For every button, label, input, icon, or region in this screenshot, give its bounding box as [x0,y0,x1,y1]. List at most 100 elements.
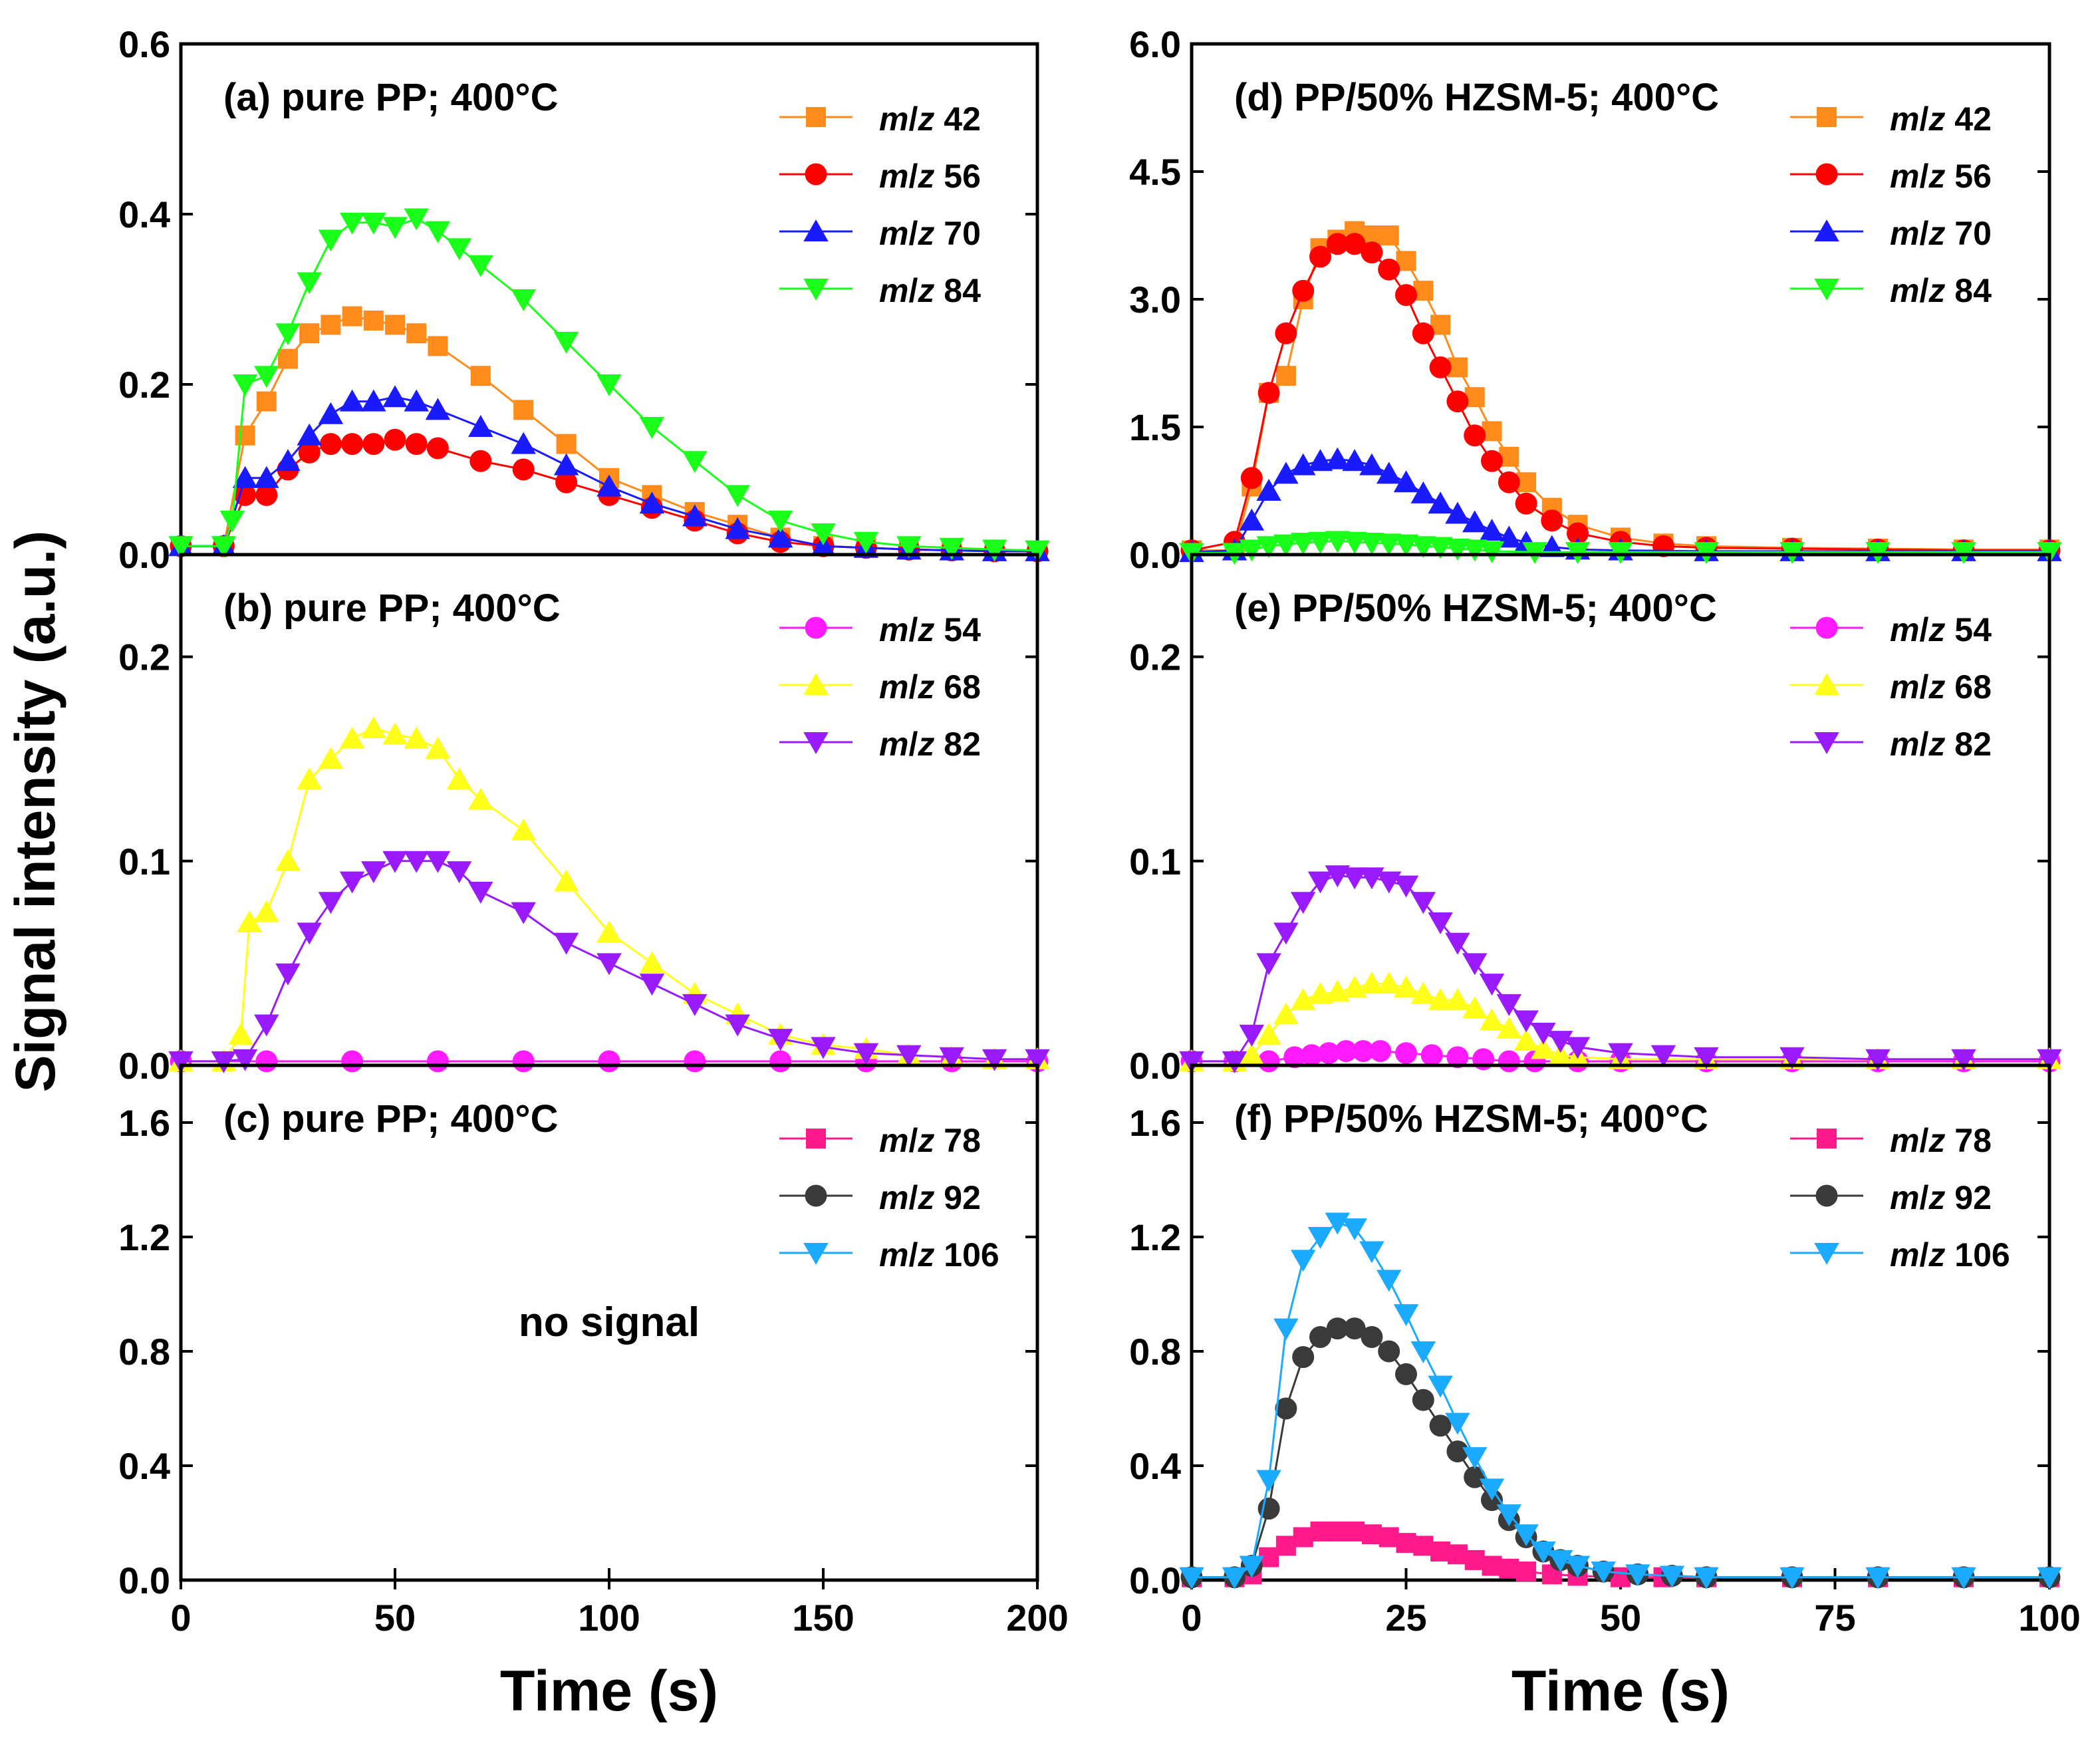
panel-d-ytick-label: 0.0 [1129,534,1181,576]
panel-d-point-84 [1479,541,1505,563]
panel-d-point-84 [1410,536,1436,559]
panel-f-xtick-label: 25 [1385,1597,1426,1639]
panel-f-point-92 [1429,1414,1452,1437]
panel-d-point-70 [1428,491,1453,514]
panel-a-legend-label-42: m/z 42 [879,100,981,138]
panel-a-ytick-label: 0.2 [118,364,170,406]
panel-c-legend-marker-92 [805,1184,827,1207]
panel-f-point-92 [1464,1466,1486,1488]
panel-f-point-78 [1293,1527,1313,1548]
panel-e-point-82 [1445,932,1470,955]
panel-e-point-82 [1256,953,1281,976]
panel-f-xtick-label: 50 [1600,1597,1641,1639]
panel-e-ytick-label: 0.0 [1129,1045,1181,1087]
panel-c-ytick-label: 1.6 [118,1102,170,1144]
panel-a-point-56 [362,433,385,456]
panel-b-legend-marker-82 [803,732,829,754]
panel-e-legend-label-68: m/z 68 [1890,668,1992,706]
panel-a-point-56 [512,458,535,481]
panel-e-point-82 [1479,974,1505,996]
panel-b-point-82 [896,1045,922,1067]
panel-e-point-82 [1393,875,1419,898]
panel-a-point-84 [339,212,365,235]
panel-d-point-84 [1428,537,1453,559]
panel-e-point-54 [1498,1050,1520,1073]
panel-e-point-68 [1290,988,1316,1010]
panel-e-legend-marker-68 [1814,673,1839,695]
panel-f-point-106 [1779,1567,1805,1589]
panel-d-point-70 [1410,481,1436,503]
panel-b-point-82 [232,1049,258,1071]
panel-d-series-line-56 [1191,243,2049,552]
panel-a-point-42 [556,434,577,454]
panel-b-point-82 [811,1037,836,1059]
panel-f-point-106 [1239,1555,1265,1578]
panel-b-point-82 [725,1014,750,1037]
panel-a-point-84 [511,289,536,311]
panel-e-ytick-label: 0.2 [1129,636,1181,678]
panel-e-point-82 [1650,1045,1676,1067]
panel-e-point-68 [1531,1037,1556,1059]
panel-d-point-84 [1376,533,1402,556]
panel-a-point-70 [511,432,536,454]
panel-c-title: (c) pure PP; 400°C [223,1097,558,1141]
panel-b-point-82 [168,1051,194,1073]
panel-d-point-56 [1412,322,1434,344]
panel-d-point-56 [1481,450,1503,472]
panel-a-point-84 [682,451,708,473]
panel-e-point-82 [1531,1022,1556,1045]
panel-e-point-68 [1307,982,1333,1004]
panel-e-point-68 [1496,1016,1522,1039]
panel-e-point-82 [1779,1047,1805,1069]
panel-e-point-82 [1694,1047,1719,1069]
panel-e-ytick-label: 0.1 [1129,841,1181,882]
panel-e-point-82 [1307,871,1333,894]
panel-b-legend-marker-68 [803,673,829,695]
panel-f-point-78 [1396,1533,1416,1553]
panel-d-point-56 [1429,356,1452,378]
panel-e-point-82 [1290,892,1316,914]
panel-a-point-56 [426,437,449,460]
panel-d-legend-marker-70 [1814,219,1839,241]
panel-e-point-82 [1179,1051,1204,1073]
panel-d-point-70 [1462,510,1488,533]
panel-a-point-56 [255,483,278,506]
panel-b-point-68 [511,818,536,841]
panel-c-ytick-label: 0.0 [118,1559,170,1601]
panel-d-point-56 [1240,467,1263,489]
panel-b-point-54 [684,1050,706,1073]
panel-f-legend-label-78: m/z 78 [1890,1122,1992,1159]
panel-a-point-70 [318,402,344,424]
panel-d-legend-label-56: m/z 56 [1890,158,1992,195]
panel-a-point-84 [275,323,301,346]
panel-d-legend-label-84: m/z 84 [1890,272,1992,309]
panel-f-xtick-label: 0 [1181,1597,1202,1639]
panel-e-point-82 [1462,953,1488,976]
panel-a-point-70 [361,389,386,412]
panel-d-point-56 [1275,322,1297,344]
panel-e-point-68 [1239,1043,1265,1065]
panel-a-point-70 [232,466,258,488]
panel-b-point-68 [297,767,322,789]
panel-f-point-78 [1345,1521,1365,1542]
panel-e-title: (e) PP/50% HZSM-5; 400°C [1234,587,1717,630]
panel-b-point-82 [1025,1049,1050,1071]
panel-f-ytick-label: 1.2 [1129,1216,1181,1258]
panel-f-point-106 [1359,1241,1384,1264]
panel-b-point-54 [769,1050,792,1073]
panel-e-point-68 [1513,1029,1539,1051]
panel-e-point-54 [1420,1044,1443,1067]
panel-d-ytick-label: 1.5 [1129,406,1181,448]
panel-a-point-84 [446,238,472,261]
panel-e-point-68 [1410,982,1436,1004]
panel-a-legend-marker-70 [803,219,829,241]
panel-f-point-106 [1222,1567,1247,1589]
panel-a-point-84 [211,536,237,559]
panel-b-point-68 [553,869,579,892]
panel-a-point-70 [339,389,365,412]
panel-e-point-82 [1325,865,1351,888]
panel-b-point-68 [596,920,622,943]
panel-d-point-42 [1275,366,1296,386]
panel-a-legend-marker-56 [805,163,827,186]
panel-d-point-70 [1376,462,1402,484]
